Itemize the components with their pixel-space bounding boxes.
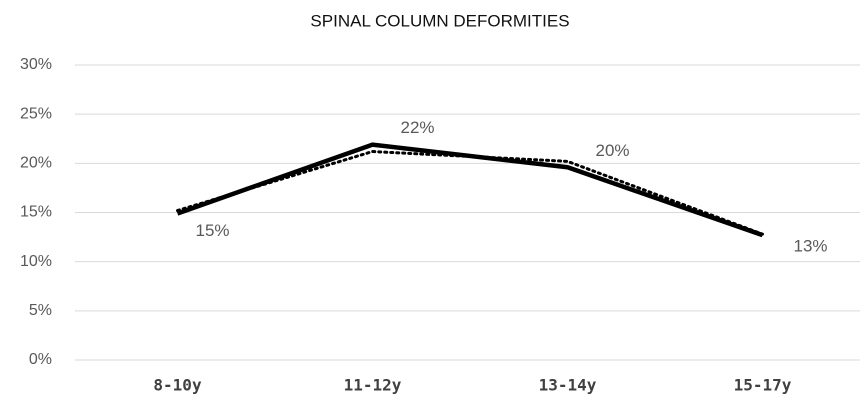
data-label: 20% (595, 141, 629, 160)
x-tick-label: 8-10y (153, 376, 202, 395)
y-tick-label: 30% (20, 56, 52, 73)
data-label: 13% (793, 237, 827, 256)
data-label: 15% (195, 221, 229, 240)
chart-title: SPINAL COLUMN DEFORMITIES (310, 11, 569, 30)
y-tick-label: 20% (20, 155, 52, 172)
y-tick-label: 15% (20, 204, 52, 221)
y-tick-label: 10% (20, 253, 52, 270)
trend-line (176, 150, 764, 236)
data-label: 22% (400, 118, 434, 137)
x-tick-label: 15-17y (734, 376, 792, 395)
y-tick-label: 25% (20, 105, 52, 122)
x-tick-label: 13-14y (539, 376, 597, 395)
data-line (176, 142, 764, 238)
x-tick-label: 11-12y (344, 376, 402, 395)
y-tick-label: 0% (29, 351, 52, 368)
y-tick-label: 5% (29, 302, 52, 319)
